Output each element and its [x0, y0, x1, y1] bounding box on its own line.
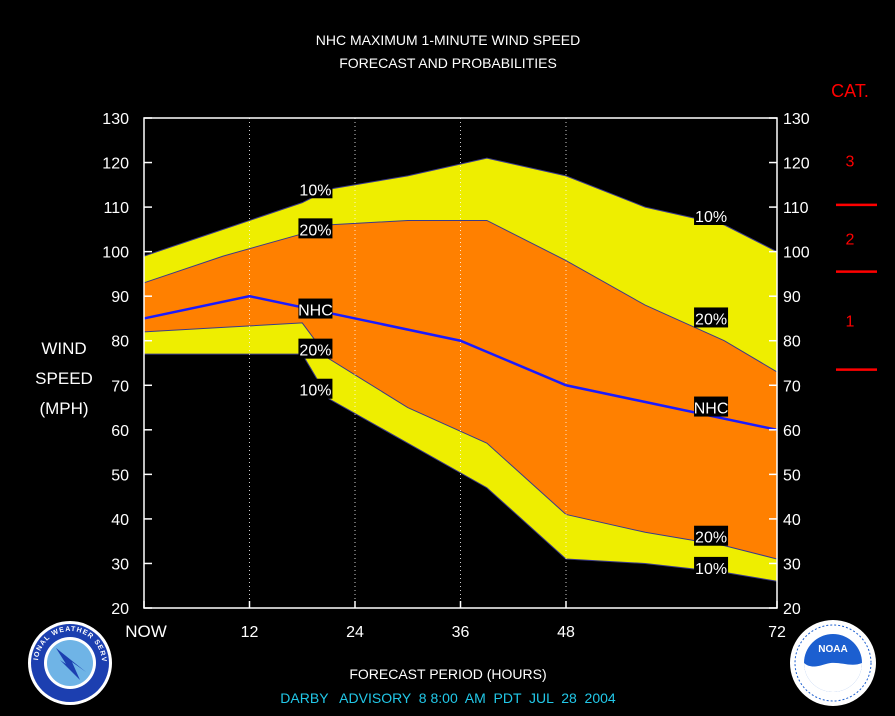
y-axis-label-line2: SPEED [35, 369, 93, 388]
label-background [694, 525, 729, 546]
y-axis-label-line3: (MPH) [39, 399, 88, 418]
label-lower-20-end: 20% [694, 525, 729, 547]
label-text: NHC [298, 303, 333, 320]
y-tick-label: 70 [783, 378, 801, 395]
band-edge-upper_20 [143, 219, 778, 373]
y-tick-label: 120 [783, 156, 810, 173]
y-tick-label: 50 [111, 467, 129, 484]
x-tick-label: 12 [241, 624, 259, 641]
y-tick-label: 60 [783, 423, 801, 440]
y-tick-label: 70 [111, 378, 129, 395]
y-tick-label: 90 [783, 289, 801, 306]
noaa-logo: NOAA [790, 620, 876, 706]
y-axis-label-line1: WIND [41, 339, 86, 358]
plot-area [143, 117, 778, 609]
y-tick-label: 130 [102, 111, 129, 128]
label-lower-10: 10% [298, 378, 333, 400]
y-axis-left: 20 30 40 50 60 70 80 90 100 110 120 130 [102, 111, 152, 618]
label-text: 20% [299, 222, 331, 239]
advisory-footer: DARBY ADVISORY 8 8:00 AM PDT JUL 28 2004 [280, 690, 616, 706]
band-edge-upper_10 [143, 157, 778, 257]
y-tick-label: 20 [111, 601, 129, 618]
y-tick-label: 40 [783, 512, 801, 529]
category-label: 1 [846, 314, 855, 331]
x-tick-label: 36 [452, 624, 470, 641]
category-label: 2 [846, 231, 855, 248]
label-background [298, 178, 333, 199]
nhc-forecast-line [143, 294, 778, 432]
y-tick-label: 110 [103, 200, 129, 217]
category-scale: CAT. 1 2 3 [831, 81, 877, 371]
y-tick-label: 100 [783, 245, 810, 262]
y-tick-label: 30 [783, 556, 801, 573]
x-axis: NOW 12 24 36 48 72 [125, 601, 786, 641]
x-tick-label: 72 [768, 624, 786, 641]
x-axis-label: FORECAST PERIOD (HOURS) [349, 666, 546, 682]
label-text: 20% [695, 530, 727, 547]
category-title: CAT. [831, 81, 869, 101]
chart-title: NHC MAXIMUM 1-MINUTE WIND SPEED [316, 32, 580, 48]
label-upper-20-end: 20% [694, 307, 729, 328]
label-background [694, 307, 729, 328]
label-background [298, 338, 333, 359]
category-label: 3 [846, 153, 855, 170]
label-text: 10% [695, 209, 727, 226]
y-tick-label: 60 [111, 423, 129, 440]
label-text: NHC [694, 401, 729, 418]
y-tick-label: 110 [783, 200, 809, 217]
label-background [298, 378, 333, 399]
label-text: 10% [299, 383, 331, 400]
y-tick-label: 20 [783, 601, 801, 618]
y-tick-label: 130 [783, 111, 810, 128]
label-upper-20: 20% [298, 218, 333, 239]
y-tick-label: 100 [102, 245, 129, 262]
label-upper-10-end: 10% [694, 205, 729, 226]
label-text: 20% [299, 343, 331, 360]
band-edge-lower_20 [143, 322, 778, 560]
y-tick-label: 40 [111, 512, 129, 529]
svg-text:NATIONAL WEATHER SERVICE: NATIONAL WEATHER SERVICE [0, 0, 107, 663]
y-axis-right: 20 30 40 50 60 70 80 90 100 110 120 130 [769, 111, 810, 618]
label-lower-10-end: 10% [694, 556, 729, 578]
label-nhc: NHC [298, 298, 333, 320]
y-tick-label: 50 [783, 467, 801, 484]
label-text: 10% [695, 561, 727, 578]
x-tick-label: NOW [125, 622, 167, 641]
label-upper-10: 10% [298, 178, 333, 199]
noaa-logo-text: NOAA [818, 644, 847, 655]
y-tick-label: 80 [783, 334, 801, 351]
y-tick-label: 80 [111, 334, 129, 351]
label-lower-20: 20% [298, 338, 333, 360]
band-edge-lower_10 [144, 353, 778, 582]
y-tick-label: 30 [111, 556, 129, 573]
x-tick-label: 24 [346, 624, 364, 641]
label-background [694, 396, 729, 417]
y-tick-label: 120 [102, 156, 129, 173]
label-text: 10% [299, 182, 331, 199]
band-labels: 10% 20% NHC 20% 10% 10% 20% NHC 20% 10% [298, 178, 728, 578]
label-background [298, 298, 333, 319]
label-text: 20% [695, 311, 727, 328]
label-background [694, 556, 729, 577]
label-background [298, 218, 333, 239]
y-tick-label: 90 [111, 289, 129, 306]
label-nhc-end: NHC [694, 396, 729, 418]
chart-subtitle: FORECAST AND PROBABILITIES [339, 55, 557, 71]
label-background [694, 205, 729, 225]
x-tick-label: 48 [557, 624, 575, 641]
